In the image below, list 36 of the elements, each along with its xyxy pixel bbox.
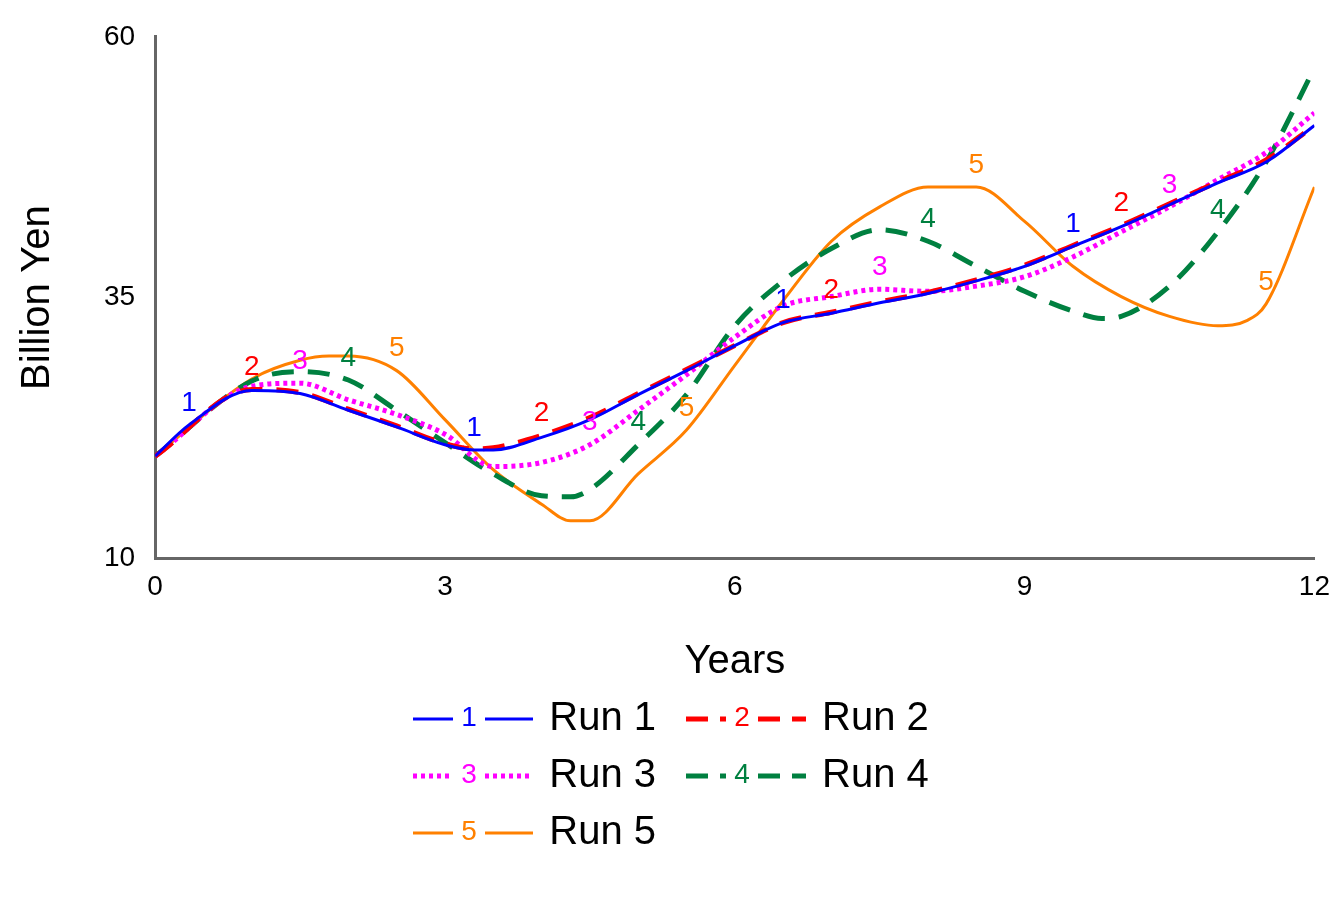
annotation: 1 <box>466 410 482 442</box>
text: 3 <box>461 757 478 789</box>
y-axis-title: Billion Yen <box>13 205 58 390</box>
x-tick-label: 3 <box>437 569 453 601</box>
legend-label: Run 5 <box>549 808 656 853</box>
annotation: 2 <box>243 350 260 382</box>
x-tick-label: 6 <box>727 569 743 601</box>
annotation: 5 <box>1258 264 1274 296</box>
annotation: 4 <box>1210 192 1226 224</box>
annotation: 4 <box>920 201 936 233</box>
text: 5 <box>461 814 478 846</box>
annotation: 1 <box>1065 207 1081 239</box>
annotation: 2 <box>533 396 550 428</box>
annotation: 3 <box>1161 167 1178 199</box>
text: 4 <box>734 757 750 789</box>
legend-label: Run 2 <box>822 694 929 739</box>
annotation: 5 <box>968 147 985 179</box>
annotation: 4 <box>630 405 646 437</box>
annotation: 3 <box>871 249 888 281</box>
x-axis-title: Years <box>684 637 786 682</box>
annotation: 1 <box>181 385 197 417</box>
text: 1 <box>461 700 478 732</box>
x-tick-label: 0 <box>147 569 163 601</box>
annotation: 5 <box>388 331 405 363</box>
annotation: 2 <box>1113 186 1129 218</box>
annotation: 2 <box>823 272 840 304</box>
annotation: 5 <box>678 390 695 422</box>
y-tick-label: 10 <box>103 541 136 573</box>
text: 2 <box>734 700 750 732</box>
x-tick-label: 9 <box>1016 569 1033 601</box>
legend-label: Run 3 <box>549 751 656 796</box>
x-tick-label: 12 <box>1298 569 1331 601</box>
legend-label: Run 4 <box>822 751 929 796</box>
y-tick-label: 60 <box>103 19 136 51</box>
y-tick-label: 35 <box>103 280 136 312</box>
legend-label: Run 1 <box>549 694 656 739</box>
